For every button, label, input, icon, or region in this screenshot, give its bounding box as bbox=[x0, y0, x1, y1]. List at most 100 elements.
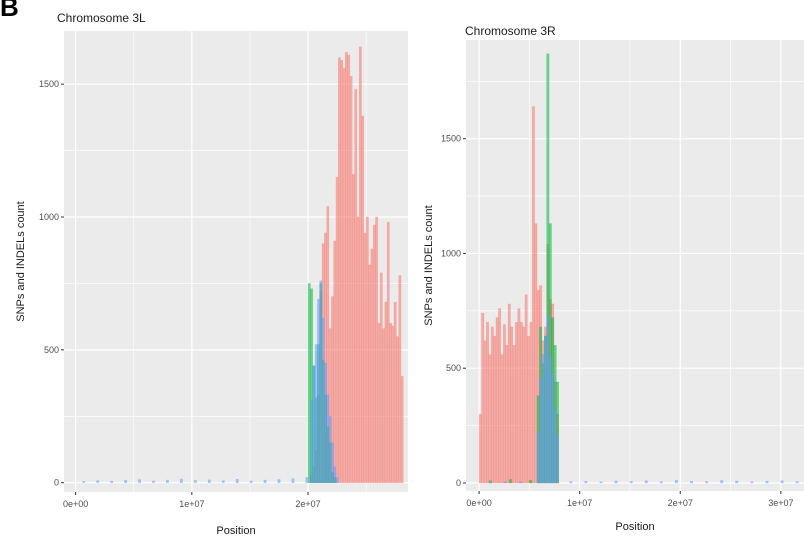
bar bbox=[335, 176, 339, 483]
bar bbox=[546, 315, 550, 484]
bar bbox=[370, 248, 374, 483]
bar bbox=[490, 326, 494, 484]
bar bbox=[486, 322, 489, 484]
y-tick-label: 1500 bbox=[441, 134, 461, 144]
bar bbox=[351, 174, 355, 483]
bar bbox=[375, 216, 379, 483]
x-tick-label: 2e+07 bbox=[295, 499, 320, 509]
bar bbox=[384, 301, 388, 483]
x-axis-label: Position bbox=[615, 521, 654, 533]
bar bbox=[379, 272, 383, 483]
bar bbox=[522, 326, 526, 484]
bar bbox=[124, 480, 128, 483]
chart-title: Chromosome 3L bbox=[57, 11, 146, 25]
bar bbox=[780, 480, 784, 484]
bar bbox=[365, 216, 369, 483]
bar bbox=[529, 322, 533, 484]
bar bbox=[328, 416, 332, 483]
bar bbox=[361, 115, 365, 483]
bar bbox=[765, 480, 769, 484]
bar bbox=[478, 413, 482, 484]
bar bbox=[503, 481, 507, 484]
bar bbox=[553, 409, 557, 484]
bar bbox=[263, 479, 267, 483]
bar bbox=[481, 312, 485, 484]
bar bbox=[644, 480, 648, 484]
bar bbox=[312, 365, 316, 483]
bar bbox=[310, 400, 313, 483]
bar bbox=[569, 481, 573, 484]
bar bbox=[536, 432, 540, 484]
bar bbox=[249, 480, 253, 483]
bar bbox=[347, 54, 351, 483]
bar bbox=[614, 480, 618, 484]
bar bbox=[705, 481, 709, 484]
bar bbox=[551, 372, 555, 484]
bar bbox=[629, 481, 633, 484]
bar bbox=[584, 480, 588, 484]
bar bbox=[96, 480, 100, 483]
bar-series bbox=[488, 315, 799, 484]
bar bbox=[82, 481, 86, 483]
bar bbox=[333, 466, 337, 483]
bar bbox=[539, 377, 543, 484]
bar bbox=[377, 323, 381, 483]
bar bbox=[505, 345, 509, 484]
bar bbox=[338, 57, 341, 483]
panel-letter: B bbox=[0, 0, 19, 22]
bar bbox=[342, 67, 346, 483]
bar bbox=[391, 325, 395, 483]
bar bbox=[483, 340, 487, 484]
bar bbox=[690, 480, 693, 484]
bar bbox=[356, 216, 360, 483]
bar bbox=[179, 478, 183, 483]
bar bbox=[512, 345, 516, 484]
bar bbox=[152, 480, 155, 483]
x-tick-label: 2e+07 bbox=[668, 498, 693, 508]
bar bbox=[599, 481, 603, 484]
bar bbox=[534, 223, 538, 484]
bar bbox=[556, 434, 559, 484]
bar bbox=[393, 301, 397, 483]
bar bbox=[368, 264, 372, 483]
y-tick-label: 0 bbox=[54, 478, 59, 488]
bar bbox=[519, 322, 523, 484]
bar bbox=[335, 477, 339, 483]
bar bbox=[344, 52, 348, 483]
bar bbox=[382, 328, 386, 483]
bar bbox=[529, 479, 533, 484]
bar bbox=[527, 335, 531, 484]
bar bbox=[531, 106, 535, 484]
bar bbox=[509, 479, 512, 484]
y-tick-label: 500 bbox=[446, 363, 461, 373]
bar bbox=[372, 224, 376, 483]
bar bbox=[524, 294, 528, 484]
bar bbox=[331, 442, 334, 483]
bar bbox=[340, 59, 344, 483]
bar bbox=[507, 303, 511, 484]
bar bbox=[317, 299, 320, 483]
bar bbox=[305, 477, 309, 483]
bar bbox=[389, 323, 392, 483]
bar bbox=[110, 480, 114, 483]
y-tick-label: 500 bbox=[44, 345, 59, 355]
x-tick-label: 0e+00 bbox=[466, 498, 491, 508]
bar bbox=[510, 326, 514, 484]
chart-title: Chromosome 3R bbox=[465, 24, 556, 38]
y-tick-label: 1500 bbox=[39, 79, 59, 89]
bar bbox=[488, 354, 492, 484]
bar bbox=[541, 354, 545, 484]
x-axis-label: Position bbox=[216, 525, 255, 537]
bar bbox=[326, 394, 330, 483]
bar bbox=[363, 232, 367, 483]
bar bbox=[386, 222, 390, 483]
bar bbox=[720, 480, 724, 484]
y-axis-label: SNPs and INDELs count bbox=[15, 201, 27, 321]
bar bbox=[502, 324, 506, 484]
bar-series bbox=[82, 280, 339, 483]
x-tick-label: 3e+07 bbox=[768, 498, 793, 508]
chart-chromosome-3l: 0e+00 1e+07 2e+07 0 500 1000 1500 Chromosome 3L… bbox=[15, 11, 408, 537]
bar bbox=[396, 336, 399, 483]
bar bbox=[795, 481, 799, 484]
